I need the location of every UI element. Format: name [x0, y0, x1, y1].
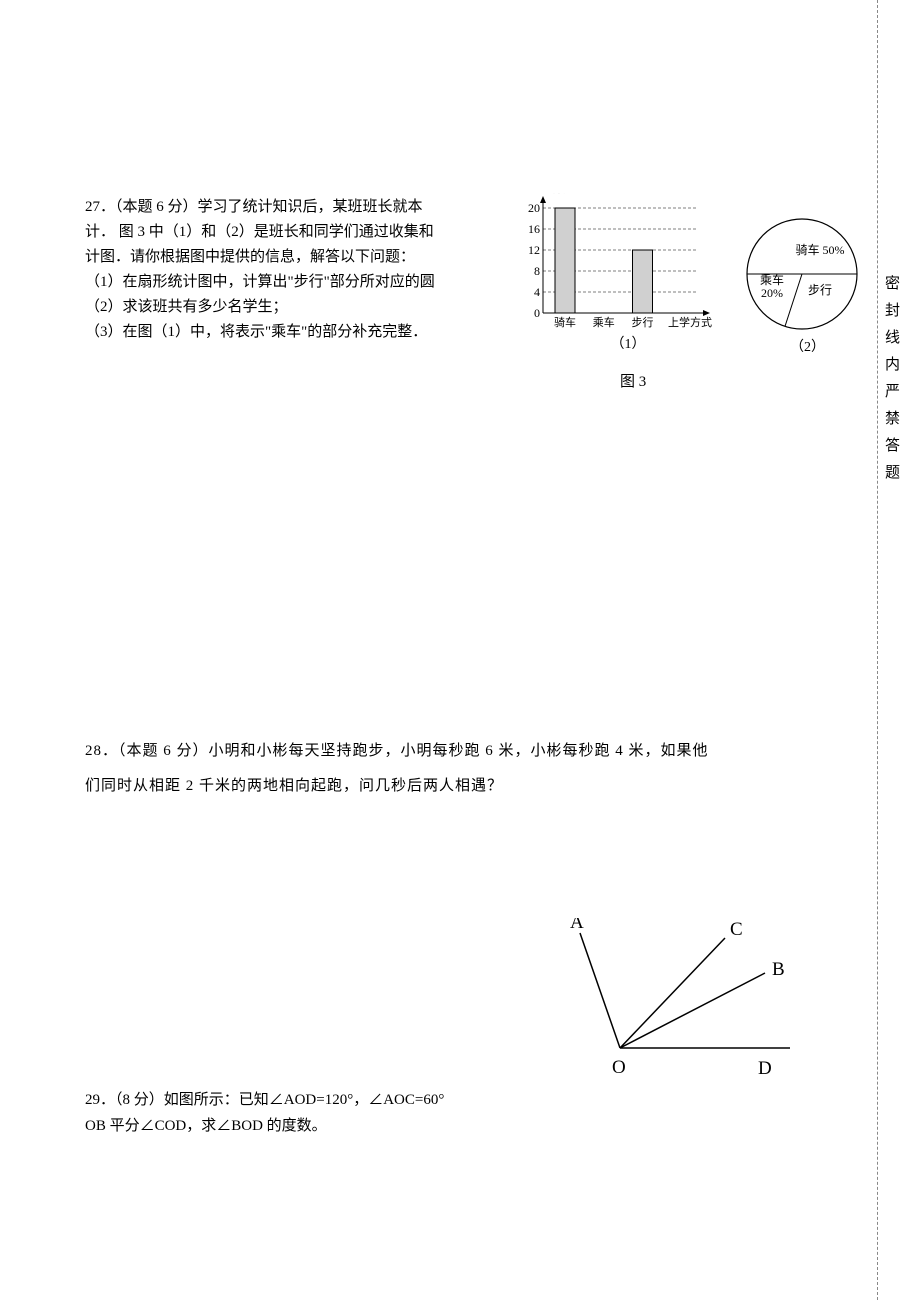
bar-chart: 0 4 8 12 16 20 骑车 乘车 步行 人数上学方式 （1）	[515, 193, 715, 363]
q29-line: OB 平分∠COD，求∠BOD 的度数。	[85, 1114, 585, 1140]
seal-line	[877, 0, 878, 1300]
q27-line: （2）求该班共有多少名学生；	[85, 295, 505, 319]
q27-line: （1）在扇形统计图中，计算出"步行"部分所对应的圆	[85, 270, 505, 294]
question-28: 28．（本题 6 分）小明和小彬每天坚持跑步，小明每秒跑 6 米，小彬每秒跑 4…	[85, 734, 825, 803]
svg-text:乘车: 乘车	[760, 272, 784, 287]
svg-text:0: 0	[534, 306, 540, 320]
question-27: 27．（本题 6 分）学习了统计知识后，某班班长就本 计． 图 3 中（1）和（…	[85, 195, 505, 344]
svg-text:4: 4	[534, 285, 540, 299]
svg-text:上学方式: 上学方式	[668, 315, 712, 329]
question-29: 29．（8 分）如图所示：已知∠AOD=120°，∠AOC=60° OB 平分∠…	[85, 1088, 585, 1139]
svg-text:B: B	[772, 959, 785, 980]
q29-line: 29．（8 分）如图所示：已知∠AOD=120°，∠AOC=60°	[85, 1088, 585, 1114]
svg-text:人数: 人数	[541, 193, 565, 195]
q28-line: 们同时从相距 2 千米的两地相向起跑，问几秒后两人相遇？	[85, 769, 825, 804]
svg-text:C: C	[730, 919, 743, 940]
pie-chart: 骑车 50% 乘车20% 步行 （2）	[742, 214, 872, 359]
svg-text:乘车: 乘车	[593, 315, 615, 329]
q27-line: （3）在图（1）中，将表示"乘车"的部分补充完整．	[85, 320, 505, 344]
figure-caption: 图 3	[620, 370, 646, 391]
svg-text:步行: 步行	[632, 316, 654, 329]
angle-diagram: O A C B D	[560, 918, 850, 1098]
q27-line: 27．（本题 6 分）学习了统计知识后，某班班长就本	[85, 195, 505, 219]
svg-text:16: 16	[528, 222, 540, 236]
q27-line: 计． 图 3 中（1）和（2）是班长和同学们通过收集和	[85, 220, 505, 244]
svg-text:20: 20	[528, 201, 540, 215]
svg-text:20%: 20%	[761, 286, 783, 300]
svg-text:O: O	[612, 1057, 626, 1078]
svg-text:（2）: （2）	[790, 339, 825, 355]
svg-text:A: A	[570, 918, 584, 933]
svg-text:（1）: （1）	[611, 336, 646, 352]
q27-line: 计图．请你根据图中提供的信息，解答以下问题：	[85, 245, 505, 269]
svg-text:步行: 步行	[808, 283, 832, 297]
svg-text:骑车: 骑车	[554, 315, 576, 329]
svg-text:骑车 50%: 骑车 50%	[796, 242, 845, 257]
svg-text:D: D	[758, 1058, 772, 1079]
q28-line: 28．（本题 6 分）小明和小彬每天坚持跑步，小明每秒跑 6 米，小彬每秒跑 4…	[85, 734, 825, 769]
svg-text:12: 12	[528, 243, 540, 257]
svg-text:8: 8	[534, 264, 540, 278]
seal-line-text: 密封线内严禁答题	[884, 275, 902, 491]
